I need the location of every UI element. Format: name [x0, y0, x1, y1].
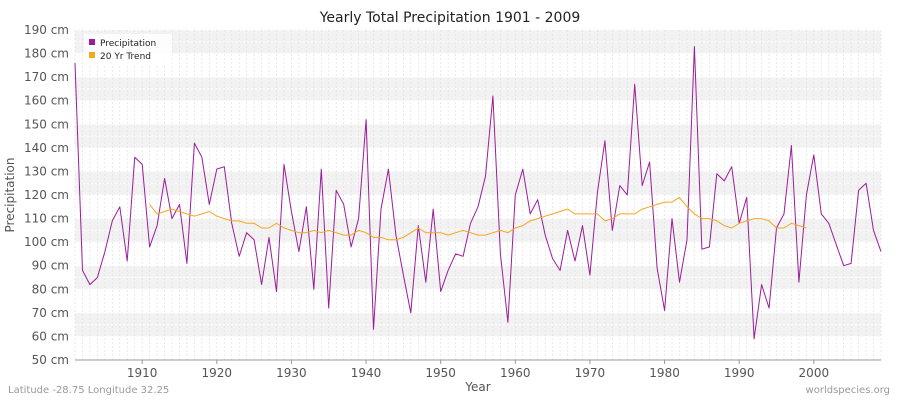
x-tick-label: 1910: [127, 366, 158, 380]
y-tick-label: 90 cm: [32, 259, 69, 273]
precipitation-line: [74, 46, 882, 340]
x-tick-label: 1970: [575, 366, 606, 380]
y-tick-label: 60 cm: [32, 329, 69, 343]
y-tick-label: 50 cm: [32, 353, 69, 367]
x-axis-ticks: 1910 1920 1930 1940 1950 1960 1970 1980 1990 2000: [127, 360, 829, 380]
x-tick-label: 1940: [351, 366, 382, 380]
legend-label-trend: 20 Yr Trend: [100, 52, 151, 62]
x-tick-label: 1950: [425, 366, 456, 380]
legend-swatch-trend: [89, 52, 95, 58]
x-tick-label: 2000: [799, 366, 830, 380]
x-tick-label: 1980: [649, 366, 680, 380]
y-tick-label: 130 cm: [24, 164, 69, 178]
y-tick-label: 70 cm: [32, 306, 69, 320]
y-tick-label: 170 cm: [24, 70, 69, 84]
y-tick-label: 140 cm: [24, 141, 69, 155]
y-axis-label: Precipitation: [3, 157, 17, 232]
y-tick-label: 180 cm: [24, 47, 69, 61]
series-lines: [74, 46, 882, 340]
y-tick-label: 120 cm: [24, 188, 69, 202]
y-tick-label: 160 cm: [24, 94, 69, 108]
legend-label-precipitation: Precipitation: [100, 39, 156, 49]
x-tick-label: 1930: [276, 366, 307, 380]
legend-box: [84, 34, 172, 64]
y-tick-label: 80 cm: [32, 282, 69, 296]
x-axis-label: Year: [464, 380, 490, 394]
x-tick-label: 1960: [500, 366, 531, 380]
legend: Precipitation 20 Yr Trend: [84, 34, 172, 64]
footer-source: worldspecies.org: [805, 385, 890, 396]
x-tick-label: 1920: [202, 366, 233, 380]
y-tick-label: 190 cm: [24, 23, 69, 37]
trend-line: [149, 196, 807, 241]
chart-title: Yearly Total Precipitation 1901 - 2009: [319, 10, 581, 26]
y-tick-label: 100 cm: [24, 235, 69, 249]
footer-coordinates: Latitude -28.75 Longitude 32.25: [8, 385, 170, 396]
x-tick-label: 1990: [724, 366, 755, 380]
legend-swatch-precipitation: [89, 39, 95, 45]
y-tick-label: 110 cm: [24, 212, 69, 226]
y-axis-ticks: 50 cm 60 cm 70 cm 80 cm 90 cm 100 cm 110 cm 120…: [24, 23, 69, 367]
y-tick-label: 150 cm: [24, 117, 69, 131]
